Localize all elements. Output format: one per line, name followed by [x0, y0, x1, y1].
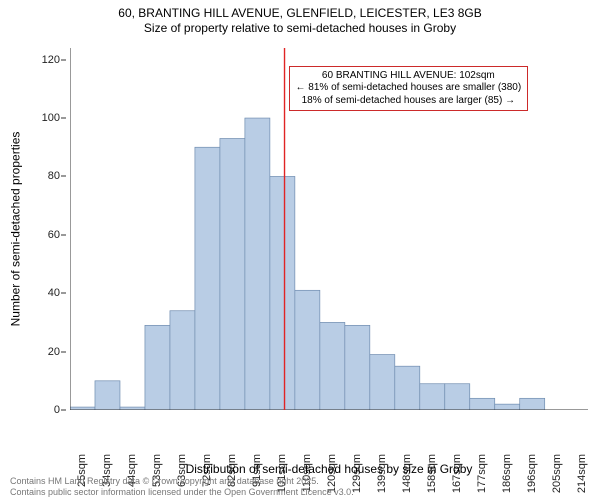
annotation-line-1: 60 BRANTING HILL AVENUE: 102sqm	[296, 70, 522, 83]
histogram-bar	[470, 398, 495, 410]
histogram-bar	[245, 118, 270, 410]
y-tick-mark	[61, 234, 66, 235]
histogram-bar	[270, 176, 295, 410]
y-tick-mark	[61, 351, 66, 352]
annotation-line-3: 18% of semi-detached houses are larger (…	[296, 95, 522, 108]
histogram-bar	[370, 355, 395, 410]
x-axis-label: Distribution of semi-detached houses by …	[70, 462, 588, 476]
y-tick-label: 80	[48, 170, 60, 182]
caption-line-1: Contains HM Land Registry data © Crown c…	[10, 476, 354, 487]
y-tick-mark	[61, 118, 66, 119]
histogram-bar	[170, 311, 195, 410]
y-axis-ticks: 020406080100120	[0, 48, 66, 410]
x-axis-ticks: 25sqm34sqm44sqm53sqm63sqm72sqm82sqm91sqm…	[70, 410, 588, 460]
y-tick-label: 0	[54, 404, 60, 416]
histogram-bar	[295, 290, 320, 410]
histogram-bar	[345, 325, 370, 410]
title-line-1: 60, BRANTING HILL AVENUE, GLENFIELD, LEI…	[0, 6, 600, 21]
histogram-bar	[145, 325, 170, 410]
chart-titles: 60, BRANTING HILL AVENUE, GLENFIELD, LEI…	[0, 6, 600, 36]
y-tick-label: 60	[48, 229, 60, 241]
histogram-bar	[220, 139, 245, 411]
histogram-bar	[95, 381, 120, 410]
y-tick-mark	[61, 410, 66, 411]
chart-container: 60, BRANTING HILL AVENUE, GLENFIELD, LEI…	[0, 0, 600, 500]
y-tick-mark	[61, 176, 66, 177]
y-tick-mark	[61, 293, 66, 294]
histogram-bar	[395, 366, 420, 410]
histogram-bar	[320, 322, 345, 410]
y-tick-label: 100	[42, 112, 60, 124]
y-tick-label: 40	[48, 287, 60, 299]
histogram-bar	[195, 147, 220, 410]
histogram-bar	[520, 398, 545, 410]
y-tick-mark	[61, 59, 66, 60]
annotation-line-2: ← 81% of semi-detached houses are smalle…	[296, 82, 522, 95]
caption: Contains HM Land Registry data © Crown c…	[10, 476, 354, 498]
annotation-box: 60 BRANTING HILL AVENUE: 102sqm ← 81% of…	[289, 66, 529, 112]
y-tick-label: 120	[42, 54, 60, 66]
title-line-2: Size of property relative to semi-detach…	[0, 21, 600, 36]
y-tick-label: 20	[48, 346, 60, 358]
histogram-bar	[420, 384, 445, 410]
caption-line-2: Contains public sector information licen…	[10, 487, 354, 498]
histogram-bar	[445, 384, 470, 410]
